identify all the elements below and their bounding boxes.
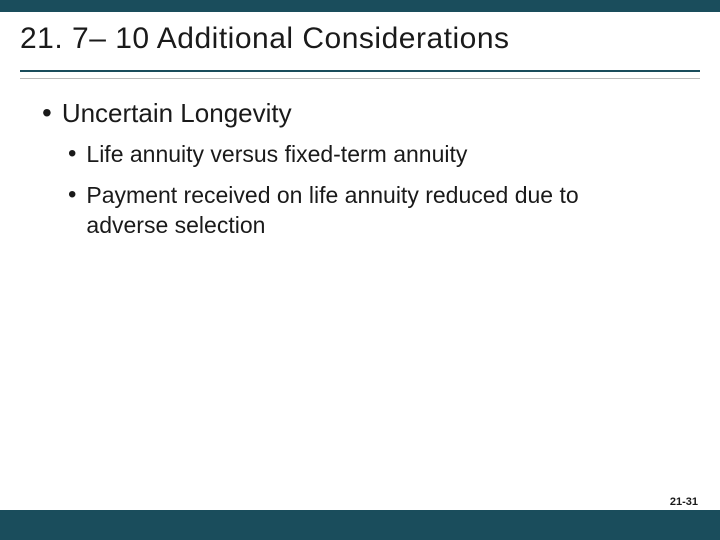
top-accent-bar xyxy=(0,0,720,12)
bullet-level1: • Uncertain Longevity xyxy=(42,97,690,130)
bullet-text: Life annuity versus fixed-term annuity xyxy=(86,140,467,170)
page-number: 21-31 xyxy=(670,496,698,508)
bullet-text: Uncertain Longevity xyxy=(62,97,292,130)
slide-title: 21. 7– 10 Additional Considerations xyxy=(20,22,700,56)
bullet-dot-icon: • xyxy=(42,99,52,127)
bullet-dot-icon: • xyxy=(68,142,76,166)
title-section: 21. 7– 10 Additional Considerations xyxy=(0,12,720,64)
bullet-level2: • Payment received on life annuity reduc… xyxy=(68,181,690,241)
bullet-dot-icon: • xyxy=(68,183,76,207)
content-area: • Uncertain Longevity • Life annuity ver… xyxy=(0,79,720,241)
bottom-accent-bar xyxy=(0,510,720,540)
bullet-level2: • Life annuity versus fixed-term annuity xyxy=(68,140,690,170)
bullet-text: Payment received on life annuity reduced… xyxy=(86,181,666,241)
